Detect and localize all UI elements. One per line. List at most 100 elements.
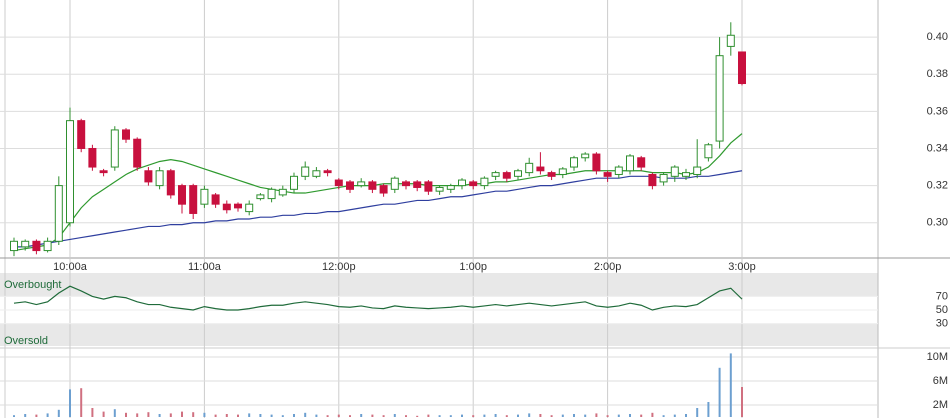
candle-body [211, 194, 220, 205]
candle-body [592, 153, 601, 172]
candle-body [570, 157, 578, 168]
volume-bar [91, 408, 94, 417]
candle-body [155, 170, 164, 187]
candle-body [469, 181, 478, 187]
y-tick-label: 0.30 [927, 217, 948, 229]
volume-bar [550, 415, 553, 417]
volume-bar [304, 412, 307, 417]
volume-bar [393, 414, 396, 417]
candle-body [290, 175, 298, 190]
volume-bar [741, 387, 743, 417]
candle-body [670, 166, 679, 177]
candle-body [738, 51, 746, 85]
candle-body [558, 168, 567, 175]
volume-bar [158, 414, 161, 417]
candle-body [502, 172, 511, 179]
candle-body [704, 144, 713, 159]
x-tick-label: 12:00p [322, 261, 356, 273]
volume-bar [80, 388, 83, 417]
volume-bar [640, 414, 643, 417]
candle-body [178, 185, 186, 205]
volume-bar [57, 409, 60, 417]
candle-body [637, 157, 646, 168]
volume-bar [24, 414, 27, 417]
y-tick-label: 0.36 [927, 105, 948, 117]
volume-bar [438, 415, 441, 417]
volume-bar [528, 413, 531, 417]
oversold-label: Oversold [4, 335, 48, 347]
volume-bar [181, 411, 183, 417]
y-tick-label: 70 [936, 290, 948, 302]
volume-bar [673, 414, 676, 417]
volume-bar [293, 414, 295, 417]
candle-body [133, 138, 142, 168]
rsi-line [13, 285, 743, 311]
volume-bar [237, 414, 239, 417]
candle-body [99, 170, 108, 174]
candle-body [77, 120, 86, 149]
volume-bar [281, 415, 284, 417]
volume-bar [337, 414, 340, 417]
volume-bar [326, 415, 329, 417]
candle-body [603, 172, 612, 177]
y-tick-label: 6M [933, 375, 948, 387]
volume-bar [718, 367, 721, 417]
candle-body [323, 170, 332, 174]
candle-body [413, 181, 422, 188]
candle-body [682, 172, 690, 177]
volume-bar [147, 412, 150, 417]
volume-bar [405, 415, 407, 417]
candle-body [278, 188, 287, 196]
candle-body [458, 179, 466, 187]
candle-body [301, 166, 310, 177]
candle-body [648, 173, 657, 187]
volume-bar [573, 414, 575, 417]
candle-body [491, 172, 500, 177]
candle-body [234, 203, 242, 209]
volume-bar [561, 414, 564, 417]
volume-bar [584, 414, 587, 417]
y-tick-label: 30 [936, 318, 948, 330]
candle-body [144, 170, 153, 183]
volume-bar [102, 411, 105, 417]
candle-body [88, 147, 97, 168]
volume-bar [494, 414, 497, 417]
candle-body [110, 129, 119, 168]
y-tick-label: 50 [936, 304, 948, 316]
candle-body [435, 186, 444, 192]
candle-body [626, 155, 634, 172]
volume-bar [707, 402, 710, 417]
volume-bar [505, 415, 508, 417]
volume-bar [483, 414, 486, 417]
volume-bar [651, 412, 654, 417]
volume-bar [136, 413, 139, 417]
volume-bar [46, 413, 49, 417]
candle-body [346, 181, 354, 190]
candle-body [726, 34, 735, 47]
candle-body [166, 170, 175, 196]
volume-bar [360, 414, 363, 417]
candle-body [368, 181, 377, 190]
candle-body [43, 240, 52, 252]
candle-body [379, 185, 388, 194]
candle-body [581, 153, 590, 159]
candle-body [189, 185, 198, 214]
volume-bar [349, 415, 351, 417]
candle-body [715, 55, 724, 142]
candle-body [200, 188, 209, 205]
volume-bar [696, 408, 699, 417]
candle-body [245, 203, 254, 213]
volume-bar [35, 414, 38, 417]
volume-bar [371, 414, 374, 417]
volume-bar [416, 415, 419, 417]
y-tick-label: 0.40 [927, 31, 948, 43]
volume-bar [13, 415, 15, 417]
candle-body [334, 179, 343, 187]
candle-body [614, 166, 623, 175]
volume-bar [595, 413, 598, 417]
candle-body [693, 166, 702, 175]
candle-body [312, 170, 321, 177]
moving-average-line [14, 170, 743, 248]
candle-body [424, 181, 433, 192]
